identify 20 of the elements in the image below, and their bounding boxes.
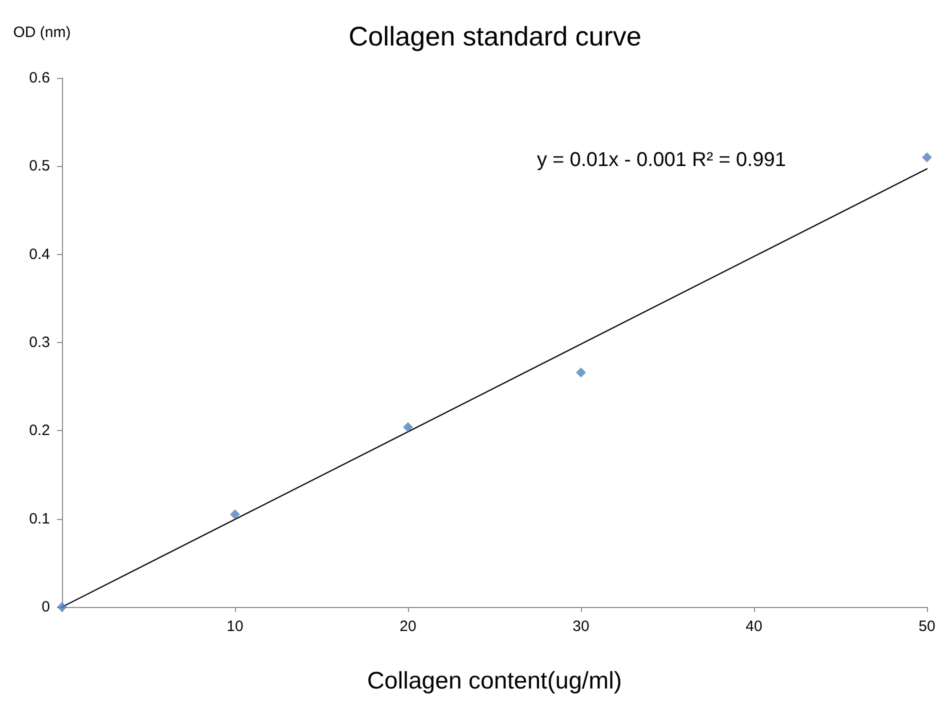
y-tick-label: 0.5	[29, 158, 50, 175]
x-tick-label: 50	[918, 618, 936, 635]
y-tick-label: 0.1	[29, 510, 50, 528]
y-tick-label: 0.2	[29, 422, 50, 440]
point	[576, 367, 586, 378]
y-tick-label: 0.4	[29, 246, 50, 263]
x-axis-title: Collagen content(ug/ml)	[367, 668, 622, 694]
y-tick-label: 0.6	[29, 70, 50, 86]
x-tick-label: 40	[746, 618, 762, 635]
y-tick-label: 0.3	[29, 334, 50, 351]
x-tick-label: 30	[572, 618, 590, 635]
chart-title: Collagen standard curve	[348, 22, 642, 52]
x-tick-label: 10	[226, 618, 244, 635]
x-tick-label: 20	[400, 618, 416, 635]
point	[922, 152, 932, 162]
y-axis-title: OD (nm)	[13, 24, 71, 41]
point	[403, 422, 413, 432]
point	[230, 509, 240, 520]
y-tick-label: 0	[42, 598, 50, 616]
annotation: y = 0.01x - 0.001 R² = 0.991	[536, 149, 786, 171]
